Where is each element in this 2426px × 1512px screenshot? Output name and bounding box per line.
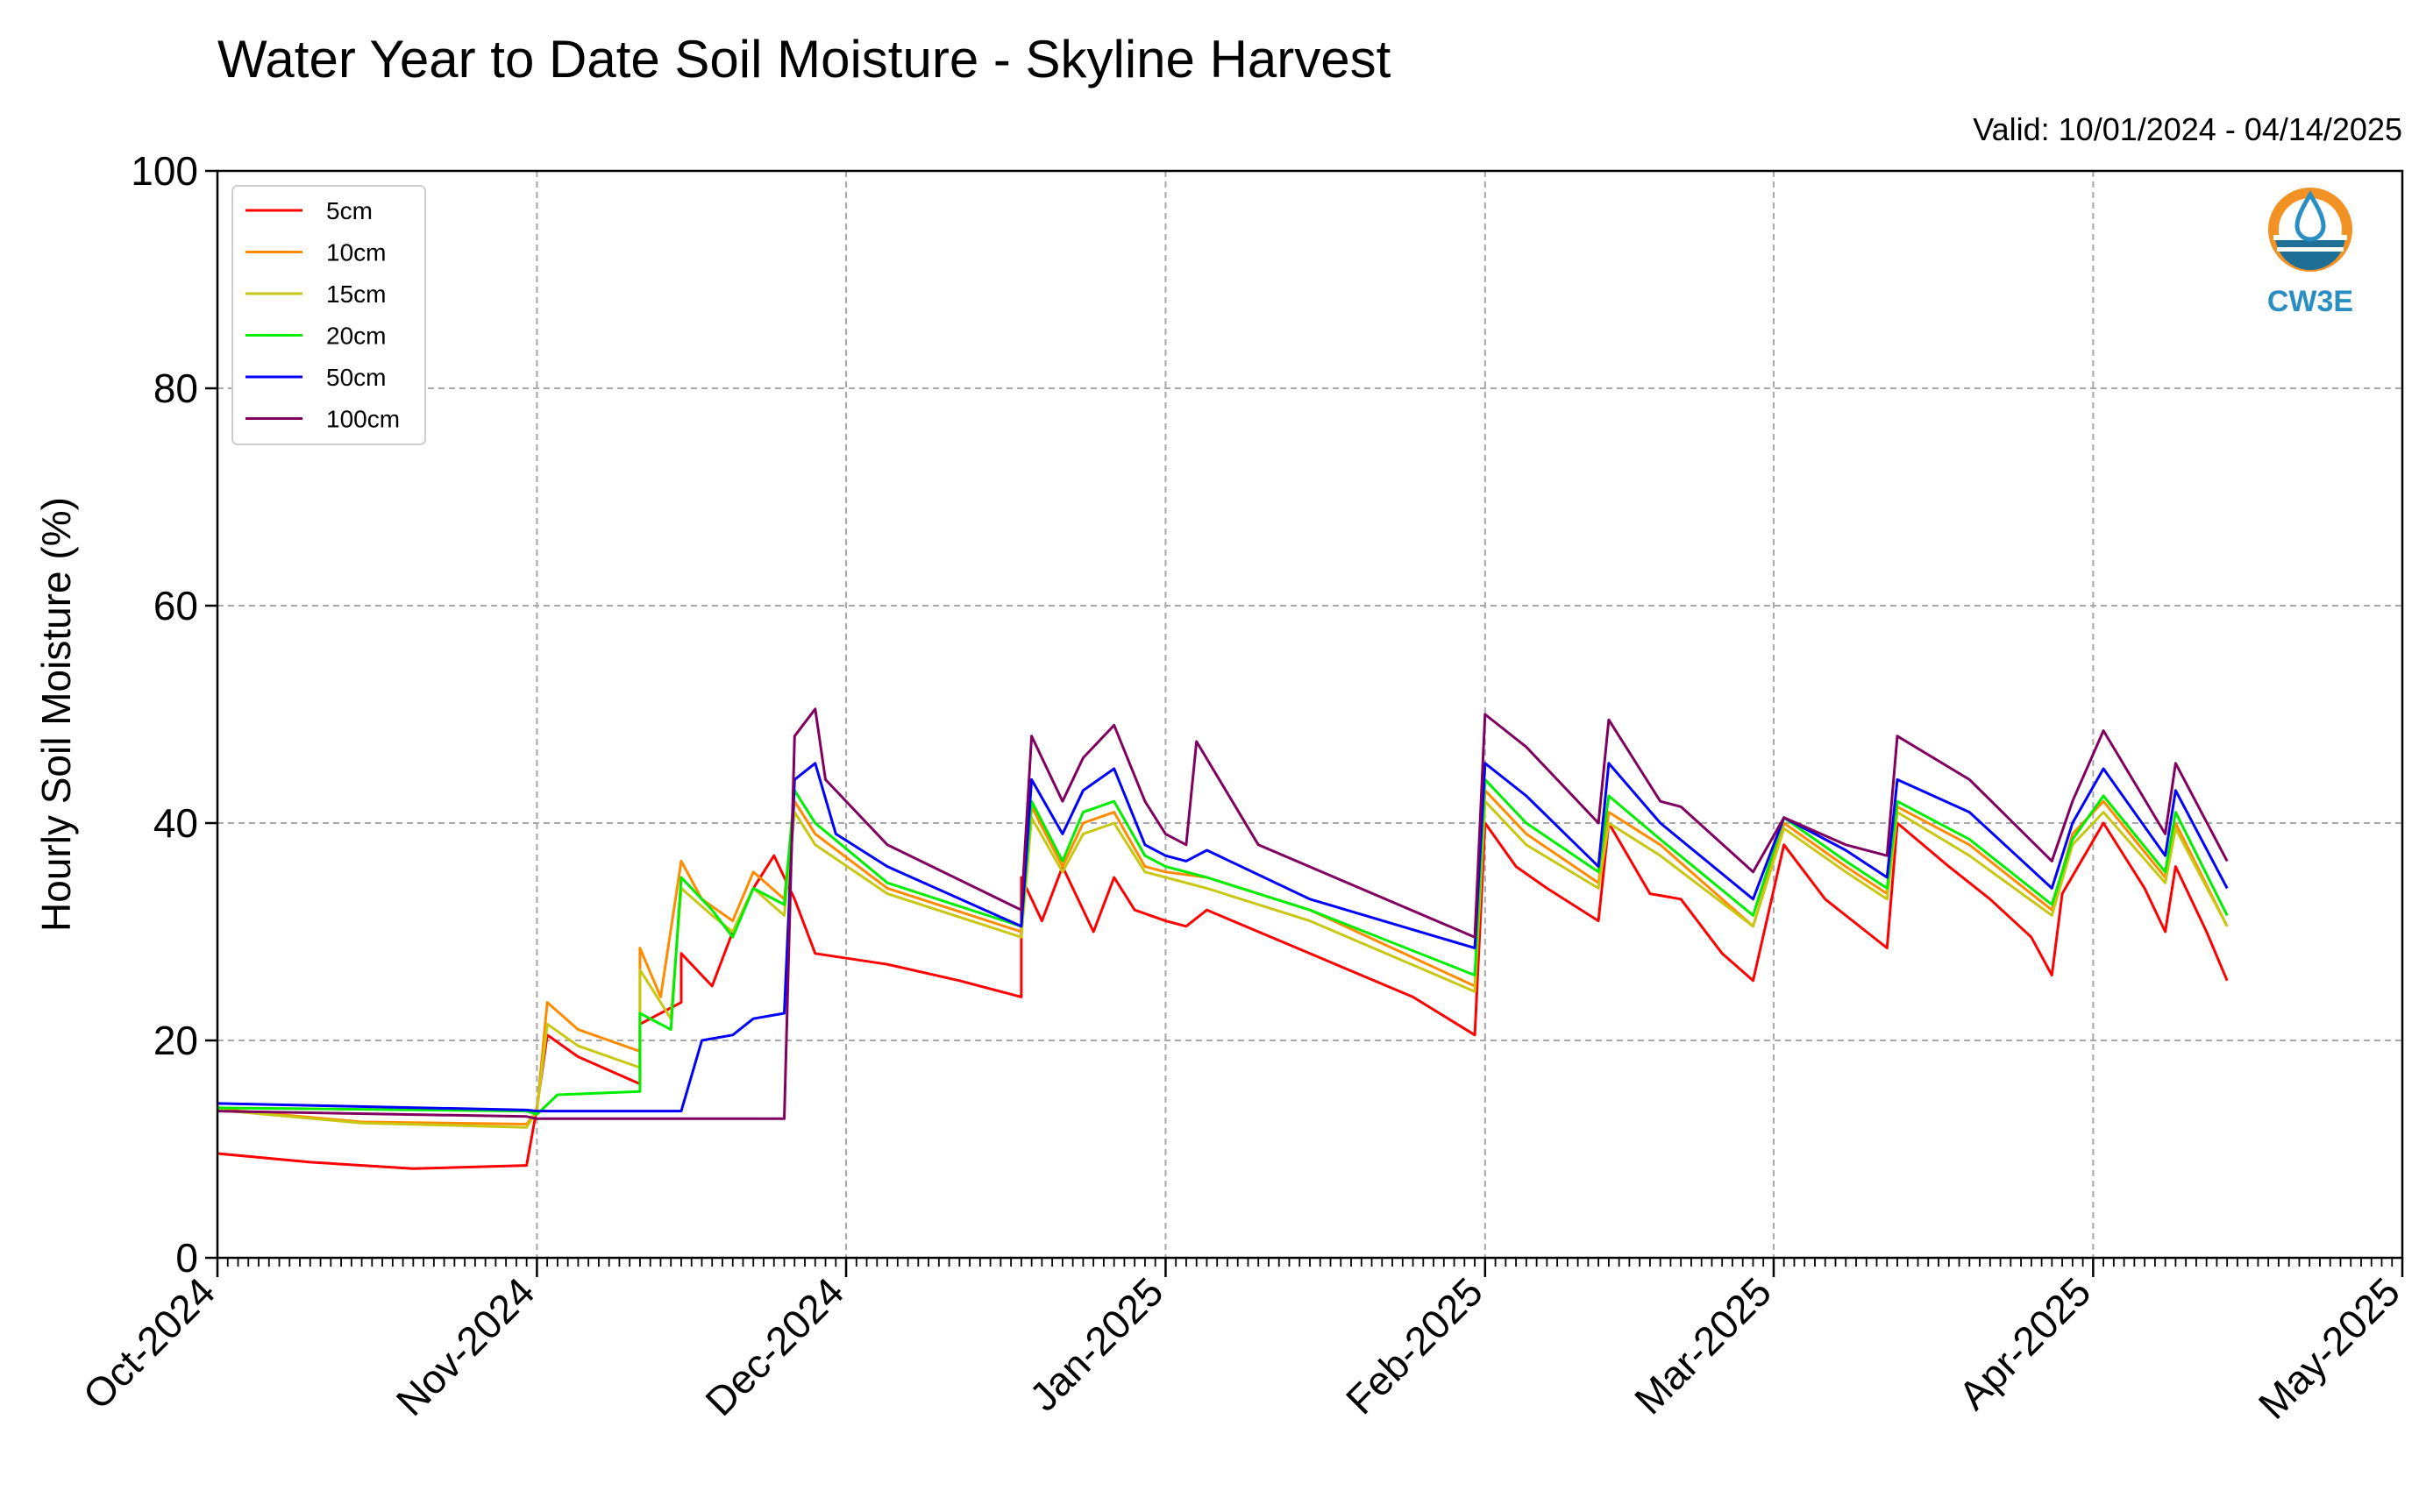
y-axis-label: Hourly Soil Moisture (%) bbox=[33, 497, 79, 932]
series-line-5cm bbox=[217, 821, 2229, 1170]
series-line-15cm bbox=[217, 799, 2229, 1129]
y-tick-label: 60 bbox=[153, 583, 198, 628]
y-tick-label: 40 bbox=[153, 800, 198, 846]
legend-label: 20cm bbox=[326, 323, 386, 350]
x-tick-label: Dec-2024 bbox=[696, 1268, 852, 1424]
grid-lines bbox=[217, 171, 2402, 1258]
cw3e-logo: CW3E bbox=[2267, 188, 2353, 318]
y-tick-label: 100 bbox=[131, 148, 198, 194]
legend-label: 50cm bbox=[326, 364, 386, 391]
x-tick-label: Jan-2025 bbox=[1021, 1268, 1171, 1419]
legend-label: 15cm bbox=[326, 280, 386, 308]
series-line-50cm bbox=[217, 762, 2229, 1113]
x-tick-label: May-2025 bbox=[2250, 1268, 2408, 1427]
y-tick-label: 80 bbox=[153, 366, 198, 411]
x-tick-label: Feb-2025 bbox=[1337, 1268, 1491, 1423]
y-tick-label: 0 bbox=[175, 1235, 198, 1281]
series-line-10cm bbox=[217, 789, 2229, 1125]
series-line-100cm bbox=[217, 707, 2229, 1120]
valid-date-range: Valid: 10/01/2024 - 04/14/2025 bbox=[1973, 111, 2402, 147]
legend-box bbox=[231, 185, 426, 445]
series-lines bbox=[217, 707, 2229, 1170]
legend-label: 100cm bbox=[326, 406, 400, 433]
y-tick-label: 20 bbox=[153, 1018, 198, 1063]
legend-label: 5cm bbox=[326, 197, 373, 224]
x-tick-label: Mar-2025 bbox=[1626, 1268, 1780, 1423]
series-line-20cm bbox=[217, 777, 2229, 1116]
legend: 5cm 10cm 15cm 20cm 50cm 100cm bbox=[231, 185, 426, 445]
chart-title: Water Year to Date Soil Moisture - Skyli… bbox=[217, 30, 1391, 89]
plot-frame bbox=[216, 169, 2404, 1260]
x-tick-label: Oct-2024 bbox=[75, 1268, 224, 1418]
logo-text: CW3E bbox=[2267, 285, 2353, 318]
water-drop-icon bbox=[2294, 190, 2326, 242]
x-tick-label: Apr-2025 bbox=[1950, 1268, 2100, 1418]
x-tick-label: Nov-2024 bbox=[388, 1268, 544, 1424]
legend-label: 10cm bbox=[326, 239, 386, 266]
